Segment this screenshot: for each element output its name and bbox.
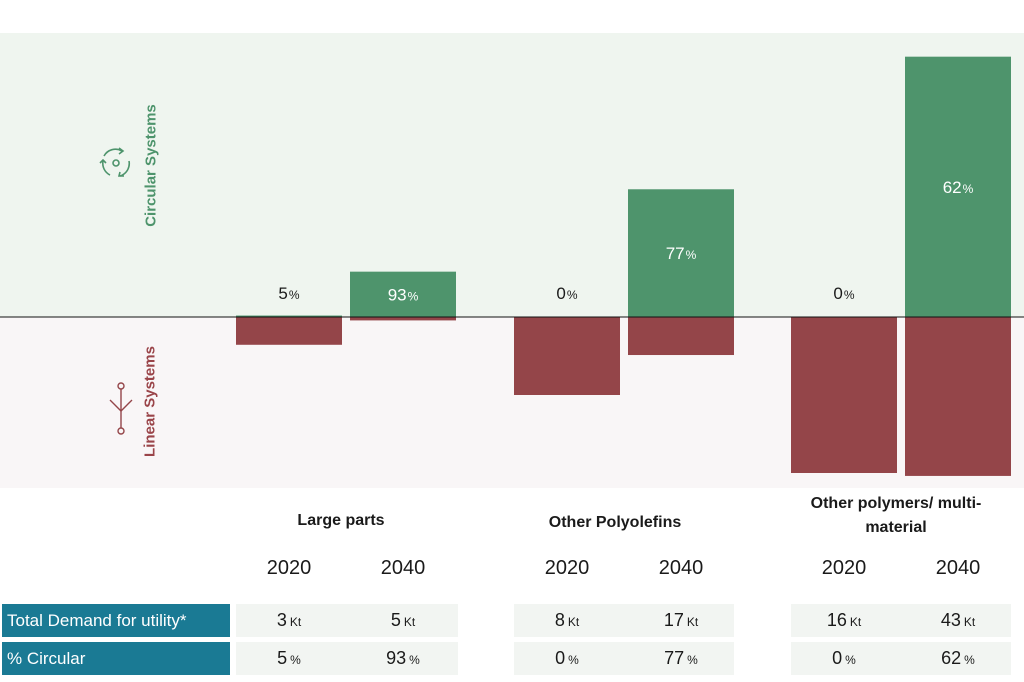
linear-bar bbox=[236, 317, 342, 345]
bar-percent-label: 93% bbox=[388, 285, 419, 304]
cell-value: 16 bbox=[826, 610, 847, 630]
cell-value: 93 bbox=[386, 648, 407, 668]
year-label: 2020 bbox=[266, 557, 312, 579]
cell-unit: % bbox=[687, 653, 698, 667]
cell-value: 5 bbox=[277, 648, 288, 668]
linear-systems-label: Linear Systems bbox=[141, 346, 159, 457]
circular-zone-background bbox=[0, 33, 1024, 317]
year-label: 2040 bbox=[380, 557, 426, 579]
cell-unit: % bbox=[845, 653, 856, 667]
cell-unit: % bbox=[409, 653, 420, 667]
cell-background bbox=[514, 604, 734, 637]
year-label: 2040 bbox=[935, 557, 981, 579]
cell-background bbox=[236, 604, 458, 637]
linear-bar bbox=[628, 317, 734, 356]
year-label: 2040 bbox=[658, 557, 704, 579]
cell-value: 17 bbox=[663, 610, 684, 630]
bar-percent-label: 62% bbox=[943, 178, 974, 197]
linear-bar bbox=[514, 317, 620, 395]
year-label: 2020 bbox=[544, 557, 590, 579]
linear-bar bbox=[905, 317, 1011, 476]
table-cell: 0% bbox=[514, 642, 620, 675]
circular-systems-label: Circular Systems bbox=[142, 104, 160, 227]
table-cell: 93% bbox=[350, 642, 456, 675]
group-name-other-polymers: Other polymers/ multi-material bbox=[810, 495, 982, 536]
cell-value: 0 bbox=[832, 648, 843, 668]
circular-bar bbox=[628, 189, 734, 317]
linear-arrow-icon bbox=[109, 382, 133, 435]
circular-bar bbox=[350, 271, 456, 317]
cell-value: 0 bbox=[555, 648, 566, 668]
cell-value: 5 bbox=[390, 610, 401, 630]
table-cell: 62% bbox=[905, 642, 1011, 675]
table-cell: 8 Kt bbox=[514, 604, 620, 637]
cell-unit: Kt bbox=[963, 615, 976, 629]
table-cell: 43 Kt bbox=[905, 604, 1011, 637]
cell-unit: Kt bbox=[567, 615, 580, 629]
table-cell: 77% bbox=[628, 642, 734, 675]
circular-bar bbox=[905, 56, 1011, 318]
cell-background bbox=[791, 604, 1011, 637]
table-cell: 17 Kt bbox=[628, 604, 734, 637]
cell-unit: Kt bbox=[686, 615, 699, 629]
year-label: 2020 bbox=[821, 557, 867, 579]
cell-background bbox=[236, 642, 458, 675]
bar-percent-label: 0% bbox=[833, 284, 854, 303]
circular-linear-chart: 5% 93% 0% 77% 0% 62% bbox=[0, 33, 1024, 476]
cell-background bbox=[791, 642, 1011, 675]
cell-unit: Kt bbox=[403, 615, 416, 629]
cell-value: 77 bbox=[664, 648, 685, 668]
cell-unit: Kt bbox=[289, 615, 302, 629]
bar-percent-label: 5% bbox=[278, 284, 299, 303]
table-cell: 3 Kt bbox=[236, 604, 342, 637]
linear-bar bbox=[350, 317, 456, 321]
cell-value: 62 bbox=[941, 648, 962, 668]
row-header-percent-circular: % Circular bbox=[2, 642, 230, 675]
cell-value: 43 bbox=[940, 610, 961, 630]
linear-bar bbox=[791, 317, 897, 473]
cell-background bbox=[514, 642, 734, 675]
group-name-other-polyolefins: Other Polyolefins bbox=[548, 514, 682, 531]
cell-value: 8 bbox=[554, 610, 565, 630]
cell-unit: % bbox=[964, 653, 975, 667]
table-cell: 16 Kt bbox=[791, 604, 897, 637]
bar-percent-label: 0% bbox=[556, 284, 577, 303]
table-cell: 0% bbox=[791, 642, 897, 675]
row-header-total-demand: Total Demand for utility* bbox=[2, 604, 230, 637]
cell-unit: % bbox=[290, 653, 301, 667]
recycle-arrows-icon bbox=[99, 147, 131, 177]
table-cell: 5 Kt bbox=[350, 604, 456, 637]
cell-value: 3 bbox=[276, 610, 287, 630]
group-name-large-parts: Large parts bbox=[297, 512, 385, 529]
bar-percent-label: 77% bbox=[666, 244, 697, 263]
cell-unit: Kt bbox=[849, 615, 862, 629]
cell-unit: % bbox=[568, 653, 579, 667]
table-cell: 5% bbox=[236, 642, 342, 675]
circular-bar bbox=[236, 315, 342, 317]
